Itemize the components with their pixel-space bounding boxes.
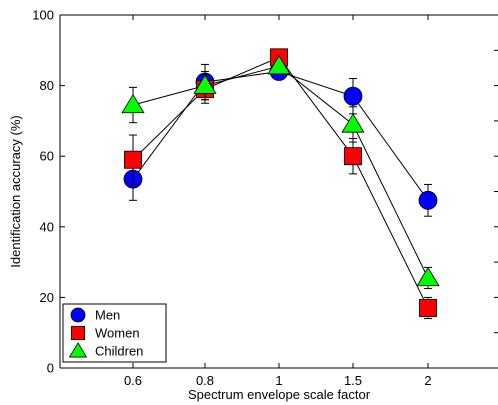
data-point-women — [124, 150, 142, 169]
data-point-children — [267, 55, 291, 75]
x-tick-label: 0.8 — [196, 373, 214, 388]
legend-label-children: Children — [95, 344, 143, 359]
data-point-children — [121, 93, 145, 114]
x-tick-label: 1.5 — [344, 373, 362, 388]
x-tick-label: 0.6 — [124, 373, 142, 388]
series-line-men — [132, 70, 429, 201]
y-tick-label: 80 — [40, 78, 54, 93]
data-point-women — [419, 299, 437, 317]
series-line-children — [132, 65, 429, 279]
legend-item-children: Children — [68, 342, 143, 359]
series-children — [121, 55, 440, 290]
y-tick-label: 0 — [47, 361, 54, 376]
series-men — [123, 62, 438, 217]
data-point-women — [344, 147, 362, 166]
axes: 0 20 40 60 80 100 0.6 0.8 1 1.5 2 — [32, 8, 498, 388]
series-women — [124, 48, 437, 320]
x-tick-label: 2 — [424, 373, 431, 388]
legend-marker-children — [68, 342, 88, 358]
legend-marker-men — [70, 307, 86, 323]
data-point-children — [341, 113, 365, 133]
data-point-children — [193, 74, 217, 94]
legend: Men Women Children — [62, 303, 167, 363]
legend-label-women: Women — [95, 326, 140, 341]
legend-marker-women — [70, 325, 86, 341]
data-point-men — [343, 86, 363, 106]
y-tick-label: 20 — [40, 290, 54, 305]
legend-item-women: Women — [70, 325, 140, 341]
legend-item-men: Men — [70, 307, 120, 323]
y-tick-label: 60 — [40, 149, 54, 164]
data-point-children — [416, 266, 440, 287]
series-layer — [121, 48, 440, 320]
y-tick-label: 100 — [32, 8, 54, 23]
x-tick-label: 1 — [275, 373, 282, 388]
y-axis-title: Identification accuracy (%) — [8, 115, 23, 267]
y-tick-label: 40 — [40, 219, 54, 234]
x-axis-title: Spectrum envelope scale factor — [188, 387, 371, 402]
legend-label-men: Men — [95, 308, 120, 323]
data-point-men — [418, 190, 438, 210]
series-line-women — [132, 56, 429, 309]
